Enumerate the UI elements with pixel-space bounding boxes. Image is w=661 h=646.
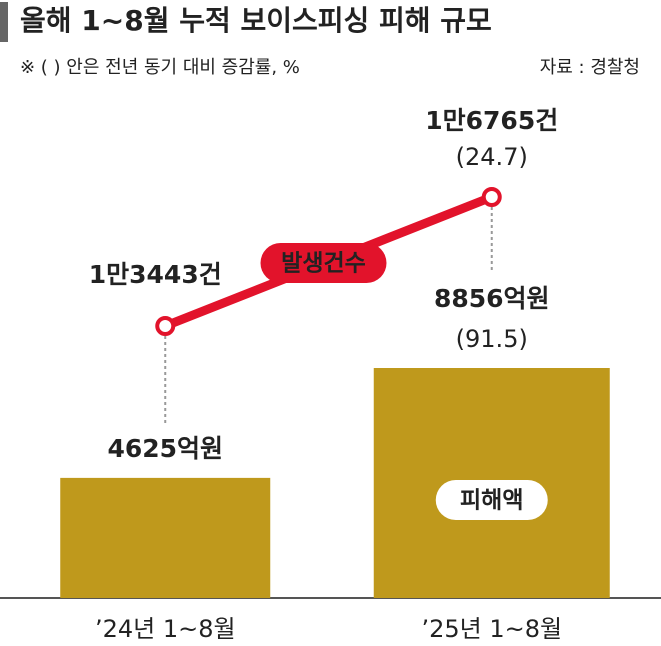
bar xyxy=(60,477,271,598)
legend-label: 피해액 xyxy=(460,488,523,514)
x-tick-label: ’24년 1~8월 xyxy=(95,615,236,643)
line-point xyxy=(481,187,502,207)
chart-title: 올해 1~8월 누적 보이스피싱 피해 규모 xyxy=(20,4,492,37)
data-label: 1만3443건 xyxy=(89,260,222,289)
legend-pill xyxy=(260,243,387,283)
data-label: 1만6765건 xyxy=(425,106,558,135)
data-label: 4625억원 xyxy=(107,434,223,463)
change-label: (24.7) xyxy=(456,143,528,171)
change-label: (91.5) xyxy=(456,325,528,353)
title-marker xyxy=(0,2,8,42)
data-label: 8856억원 xyxy=(434,284,550,313)
legend-label: 발생건수 xyxy=(281,251,366,277)
source: 자료 : 경찰청 xyxy=(540,57,640,78)
line-point xyxy=(155,316,176,336)
legend-pill xyxy=(435,480,548,520)
subtitle: ※ ( ) 안은 전년 동기 대비 증감률, % xyxy=(20,57,300,78)
x-tick-label: ’25년 1~8월 xyxy=(421,615,562,643)
